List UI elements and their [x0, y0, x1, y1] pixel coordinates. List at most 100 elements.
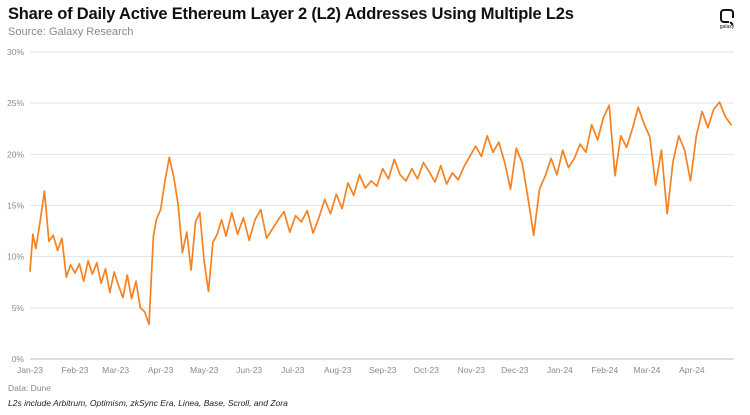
data-point [135, 280, 137, 282]
x-tick-label: Feb-23 [62, 365, 89, 375]
data-point [190, 269, 192, 271]
data-point [492, 151, 494, 153]
data-point [562, 149, 564, 151]
data-point [428, 171, 430, 173]
x-tick-label: Jan-24 [547, 365, 573, 375]
data-point [96, 262, 98, 264]
data-point [83, 280, 85, 282]
data-point [434, 181, 436, 183]
data-point [498, 141, 500, 143]
data-point [521, 161, 523, 164]
data-point [104, 268, 107, 270]
data-point [544, 175, 546, 177]
data-point [422, 161, 424, 164]
series-line [29, 101, 732, 326]
data-point [122, 297, 124, 299]
grid-lines [30, 51, 734, 360]
chart-title: Share of Daily Active Ethereum Layer 2 (… [8, 5, 574, 23]
x-tick-label: Feb-24 [591, 365, 618, 375]
x-tick-label: Jun-23 [236, 365, 262, 375]
data-point [113, 271, 115, 273]
data-point [65, 276, 67, 278]
data-point [271, 228, 274, 230]
y-tick-label: 10% [7, 252, 24, 262]
data-point [52, 234, 54, 236]
data-point [300, 221, 303, 223]
data-point [608, 104, 610, 106]
galaxy-logo-text: galaxy [719, 24, 735, 30]
data-point [533, 234, 535, 236]
data-point [387, 178, 390, 180]
data-point [689, 180, 692, 182]
data-point [469, 155, 471, 157]
x-tick-label: Apr-23 [148, 365, 174, 375]
data-point [152, 235, 154, 237]
data-point [475, 145, 477, 147]
data-point [203, 261, 205, 263]
data-point [515, 147, 517, 149]
data-point [370, 180, 372, 182]
data-point [416, 178, 419, 180]
data-point [70, 264, 72, 266]
x-tick-label: Apr-24 [679, 365, 705, 375]
data-point [295, 215, 297, 217]
data-point [358, 174, 361, 176]
data-point [451, 172, 453, 174]
data-point [713, 108, 715, 110]
data-point [393, 158, 395, 161]
data-point [221, 219, 223, 221]
data-point [620, 135, 622, 137]
data-point [306, 210, 308, 212]
data-point [335, 193, 337, 195]
x-tick-label: Aug-23 [324, 365, 352, 375]
y-tick-label: 30% [7, 47, 24, 57]
data-point [126, 274, 128, 276]
chart-source: Source: Galaxy Research [8, 26, 134, 38]
data-point [173, 176, 175, 178]
data-point [480, 155, 483, 157]
data-point [181, 251, 184, 254]
data-point [672, 160, 674, 163]
data-point [625, 146, 628, 148]
x-tick-label: Mar-23 [102, 365, 129, 375]
data-point [695, 135, 697, 137]
data-point [538, 188, 541, 190]
data-point [684, 149, 686, 151]
x-tick-label: Dec-23 [501, 365, 529, 375]
data-point [78, 263, 80, 265]
data-point [56, 249, 59, 252]
data-point [411, 168, 413, 170]
data-point [556, 174, 558, 176]
data-point [405, 180, 407, 182]
data-point [148, 323, 150, 325]
x-tick-label: Oct-23 [414, 365, 440, 375]
data-point [48, 240, 50, 242]
data-point [445, 183, 448, 185]
data-point [117, 284, 120, 286]
data-point [236, 233, 239, 235]
x-tick-label: Jul-23 [281, 365, 304, 375]
data-point [579, 143, 581, 145]
data-point [596, 139, 599, 141]
data-point [504, 161, 506, 164]
data-point [100, 282, 102, 284]
data-point [277, 219, 279, 221]
data-point [289, 231, 291, 233]
data-point [457, 179, 459, 181]
data-point [666, 213, 668, 215]
data-point [324, 198, 326, 200]
data-point [399, 174, 401, 176]
data-point [643, 123, 645, 125]
data-point [43, 190, 46, 192]
galaxy-logo: galaxy [716, 9, 738, 30]
y-tick-label: 0% [12, 354, 25, 364]
data-point [649, 136, 651, 138]
data-point [730, 124, 732, 126]
data-point [318, 217, 320, 219]
x-tick-label: Nov-23 [458, 365, 486, 375]
data-point [155, 219, 157, 221]
data-point [678, 135, 680, 137]
data-point [341, 207, 343, 210]
data-point [87, 260, 89, 262]
data-point [160, 208, 162, 211]
